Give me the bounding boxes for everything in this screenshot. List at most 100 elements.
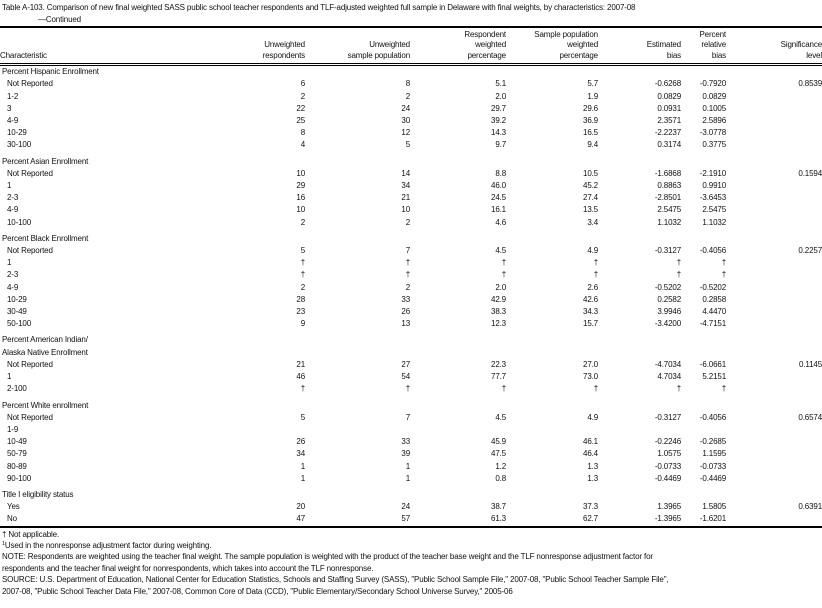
table-cell: 33 <box>401 437 410 447</box>
row-label: 1 <box>7 372 12 382</box>
table-cell: 13.5 <box>583 205 598 215</box>
table-cell: 45.9 <box>491 437 506 447</box>
column-header-line: bias <box>711 50 726 60</box>
table-row: 1 † † † † † † <box>0 257 822 269</box>
table-cell: 42.9 <box>491 294 506 304</box>
table-cell: † <box>300 384 305 394</box>
table-cell: -0.4056 <box>699 246 726 256</box>
row-label: 1-2 <box>7 91 19 101</box>
table-cell: 16.5 <box>583 128 598 138</box>
table-cell: 29.6 <box>583 103 598 113</box>
table-row: 3 22 24 29.7 29.6 0.0931 0.1005 <box>0 103 822 115</box>
table-cell: 8 <box>405 79 410 89</box>
table-cell <box>726 306 822 318</box>
table-cell: 2 <box>405 282 410 292</box>
section-title: Percent Hispanic Enrollment <box>2 67 99 77</box>
table-cell: 29 <box>296 181 305 191</box>
table-cell: 15.7 <box>583 319 598 329</box>
table-title: Table A-103. Comparison of new final wei… <box>2 3 636 12</box>
table-cell: † <box>676 270 681 280</box>
table-cell: 10 <box>401 205 410 215</box>
table-cell: 7 <box>405 246 410 256</box>
row-label: 10-29 <box>7 128 27 138</box>
table-row: 30-100 4 5 9.7 9.4 0.3174 0.3775 <box>0 139 822 151</box>
table-cell <box>726 139 822 151</box>
table-cell: 47 <box>296 514 305 524</box>
column-header: Significance level <box>726 27 822 65</box>
table-cell: 0.2858 <box>702 294 726 304</box>
table-cell: -0.3127 <box>654 246 681 256</box>
section-header-row: Percent Asian Enrollment <box>0 156 822 168</box>
table-cell: 1.2 <box>495 461 506 471</box>
table-cell: 14.3 <box>491 128 506 138</box>
column-header: Sample population weighted percentage <box>506 27 598 65</box>
table-cell: 22.3 <box>491 359 506 369</box>
table-cell: 0.6574 <box>798 412 822 422</box>
column-header-line: level <box>806 50 822 60</box>
table-cell: -0.4469 <box>654 473 681 483</box>
section-header-row: Percent White enrollment <box>0 400 822 412</box>
table-cell: 9.4 <box>587 140 598 150</box>
table-row: Not Reported 21 27 22.3 27.0 -4.7034 -6.0661 0.… <box>0 359 822 371</box>
table-cell: 0.2257 <box>798 246 822 256</box>
continued-label: —Continued <box>38 15 81 24</box>
table-cell: 1.1032 <box>657 217 681 227</box>
table-cell <box>410 424 506 436</box>
table-cell: -3.4200 <box>654 319 681 329</box>
table-cell: 10 <box>296 168 305 178</box>
table-cell: 20 <box>296 502 305 512</box>
table-cell: 1.5805 <box>702 502 726 512</box>
table-cell: 36.9 <box>583 116 598 126</box>
table-row: Not Reported 5 7 4.5 4.9 -0.3127 -0.4056 0.2257 <box>0 245 822 257</box>
table-cell: -1.6868 <box>654 168 681 178</box>
table-cell: 4.9 <box>587 412 598 422</box>
row-label: No <box>7 514 17 524</box>
table-cell: 24 <box>401 103 410 113</box>
section-header-row: Percent Black Enrollment <box>0 233 822 245</box>
table-cell: 25 <box>296 116 305 126</box>
row-label: 10-49 <box>7 437 27 447</box>
column-header-line: Sample population <box>534 30 598 39</box>
table-cell: -3.6453 <box>699 193 726 203</box>
table-cell <box>726 473 822 485</box>
table-row: 1-2 2 2 2.0 1.9 0.0829 0.0829 <box>0 91 822 103</box>
table-cell: 1.3965 <box>657 502 681 512</box>
table-row: No 47 57 61.3 62.7 -1.3965 -1.6201 <box>0 513 822 526</box>
table-cell: † <box>721 384 726 394</box>
table-cell: 46.0 <box>491 181 506 191</box>
row-label: 2-3 <box>7 270 19 280</box>
table-cell <box>598 424 681 436</box>
column-header: Unweighted sample population <box>305 27 410 65</box>
table-cell: -1.6201 <box>699 514 726 524</box>
table-cell: -0.5202 <box>654 282 681 292</box>
table-cell <box>726 269 822 281</box>
table-cell: -6.0661 <box>699 359 726 369</box>
table-cell: 13 <box>401 319 410 329</box>
table-cell: -0.3127 <box>654 412 681 422</box>
table-cell: 62.7 <box>583 514 598 524</box>
dagger-note: † Not applicable. <box>2 529 60 539</box>
table-cell: -0.4469 <box>699 473 726 483</box>
table-cell: 0.8863 <box>657 181 681 191</box>
row-label: 50-100 <box>7 319 32 329</box>
table-cell: 37.3 <box>583 502 598 512</box>
table-cell: 4.7034 <box>657 372 681 382</box>
table-cell: 5 <box>300 412 305 422</box>
table-cell: 2.3571 <box>657 116 681 126</box>
table-row: 4-9 2 2 2.0 2.6 -0.5202 -0.5202 <box>0 282 822 294</box>
table-row: 4-9 10 10 16.1 13.5 2.5475 2.5475 <box>0 204 822 216</box>
table-cell: 39.2 <box>491 116 506 126</box>
table-row: 30-49 23 26 38.3 34.3 3.9946 4.4470 <box>0 306 822 318</box>
table-cell: 21 <box>401 193 410 203</box>
table-cell: 2.6 <box>587 282 598 292</box>
table-cell: † <box>405 384 410 394</box>
table-cell: 0.1145 <box>799 359 822 369</box>
table-cell <box>726 448 822 460</box>
table-cell <box>726 461 822 473</box>
table-cell: 1 <box>300 461 305 471</box>
table-cell: 0.2582 <box>657 294 681 304</box>
table-row: Not Reported 5 7 4.5 4.9 -0.3127 -0.4056 0.6574 <box>0 412 822 424</box>
table-cell: 16 <box>296 193 305 203</box>
table-cell: 29.7 <box>491 103 506 113</box>
table-cell: 0.8539 <box>798 79 822 89</box>
